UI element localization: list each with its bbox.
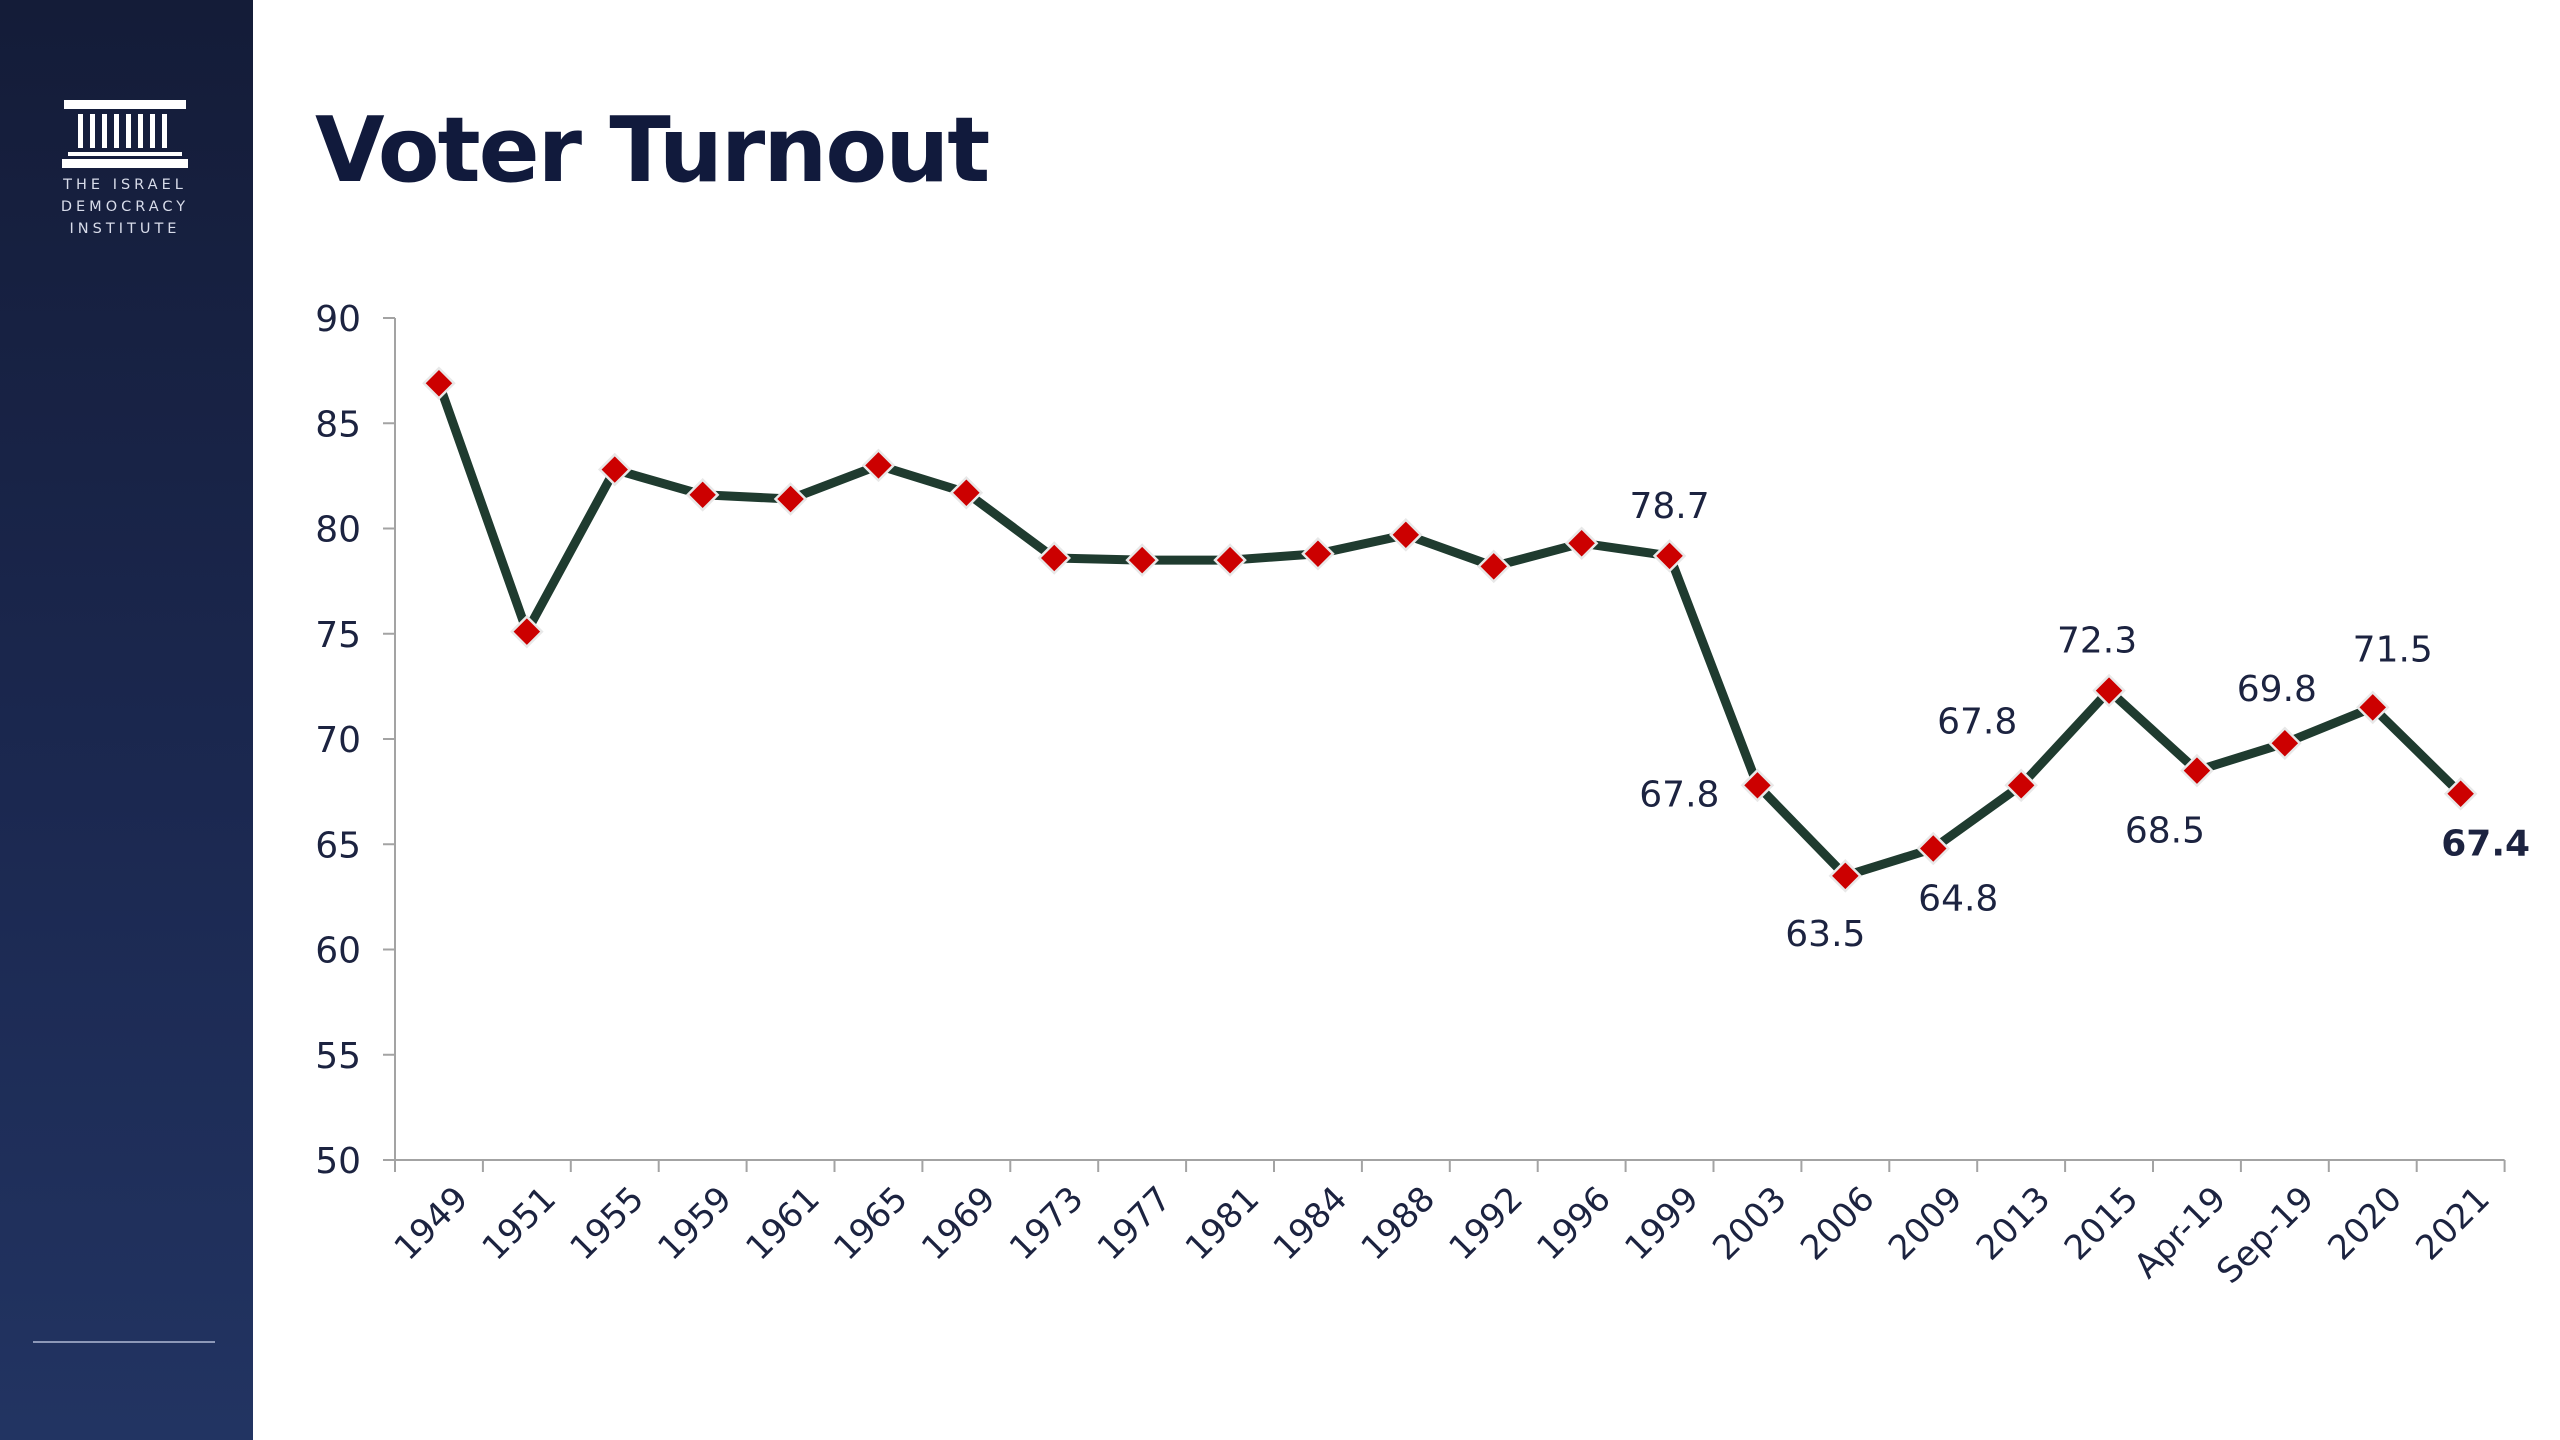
- data-label-1999: 78.7: [1629, 486, 1709, 527]
- chart-axes: [394, 318, 2505, 1161]
- turnout-line: [434, 378, 2466, 881]
- x-tick-label: 1999: [1617, 1179, 1706, 1268]
- x-axis-ticks: 1949195119551959196119651969197319771981…: [387, 1160, 2506, 1292]
- x-tick-label: 1961: [738, 1179, 827, 1268]
- institute-logo[interactable]: THE ISRAEL DEMOCRACY INSTITUTE: [55, 100, 195, 240]
- logo-line-2: DEMOCRACY: [60, 199, 190, 215]
- data-point-2013: [2004, 768, 2038, 803]
- y-tick-label: 90: [315, 299, 361, 340]
- data-point-1949: [422, 366, 456, 401]
- x-tick-label: 1981: [1178, 1179, 1267, 1268]
- logo-line-3: INSTITUTE: [69, 221, 181, 237]
- data-point-1965: [861, 448, 896, 483]
- x-tick-label: 2013: [1969, 1179, 2058, 1268]
- data-label-2006: 63.5: [1785, 914, 1865, 955]
- data-markers: [422, 366, 2478, 893]
- data-labels: 78.7 67.8 63.5 64.8 67.8 72.3 68.5 69.8 71.5 67.4: [1629, 486, 2530, 955]
- x-tick-label: 2009: [1881, 1179, 1970, 1268]
- x-tick-label: 1949: [387, 1179, 476, 1268]
- x-tick-label: 1977: [1090, 1179, 1179, 1268]
- data-point-1969: [949, 475, 984, 510]
- x-tick-label: 1973: [1002, 1179, 1091, 1268]
- data-point-2015: [2092, 673, 2126, 708]
- y-axis-ticks: 50 55 60 65 70 75 80 85 90: [315, 299, 395, 1182]
- x-tick-label: 1959: [650, 1179, 739, 1268]
- data-point-1959: [685, 478, 720, 512]
- y-tick-label: 70: [315, 720, 361, 761]
- data-point-1977: [1125, 543, 1159, 577]
- data-label-2021: 67.4: [2441, 824, 2530, 865]
- y-tick-label: 75: [315, 615, 361, 656]
- data-label-2020: 71.5: [2353, 629, 2433, 670]
- y-tick-label: 85: [315, 404, 361, 445]
- data-point-sep-19: [2268, 726, 2302, 760]
- y-tick-label: 50: [315, 1141, 361, 1182]
- data-point-1988: [1389, 518, 1423, 552]
- data-point-1973: [1037, 541, 1072, 575]
- data-label-2013: 67.8: [1937, 701, 2017, 742]
- data-label-2003: 67.8: [1639, 774, 1719, 815]
- data-label-sep-19: 69.8: [2237, 669, 2317, 710]
- sidebar-divider: [33, 1341, 215, 1343]
- x-tick-label: 2006: [1793, 1179, 1882, 1268]
- building-columns-icon: [62, 100, 188, 168]
- series-line: [434, 378, 2466, 881]
- page-title: Voter Turnout: [315, 98, 990, 203]
- logo-line-1: THE ISRAEL: [63, 177, 187, 193]
- y-tick-label: 65: [315, 825, 361, 866]
- data-point-1981: [1213, 543, 1247, 577]
- data-label-2015: 72.3: [2057, 621, 2137, 662]
- x-tick-label: 1996: [1529, 1179, 1618, 1268]
- y-tick-label: 80: [315, 510, 361, 551]
- x-tick-label: Sep-19: [2209, 1179, 2322, 1292]
- data-point-2021: [2443, 776, 2478, 811]
- data-point-2003: [1740, 768, 1775, 803]
- sidebar: THE ISRAEL DEMOCRACY INSTITUTE: [0, 0, 253, 1440]
- data-point-2006: [1828, 859, 1863, 893]
- x-tick-label: 1969: [914, 1179, 1003, 1268]
- data-label-2009: 64.8: [1918, 878, 1998, 919]
- logo-wordmark: THE ISRAEL DEMOCRACY INSTITUTE: [55, 174, 195, 240]
- x-tick-label: 2021: [2408, 1179, 2497, 1268]
- data-point-1992: [1476, 549, 1511, 584]
- data-point-1955: [597, 452, 632, 487]
- data-point-1999: [1652, 539, 1687, 573]
- x-tick-label: 2003: [1705, 1179, 1794, 1268]
- x-tick-label: 1988: [1354, 1179, 1443, 1268]
- data-point-1961: [773, 482, 808, 516]
- x-tick-label: 1984: [1266, 1179, 1355, 1268]
- data-point-1996: [1564, 526, 1599, 561]
- y-tick-label: 55: [315, 1036, 361, 1077]
- x-tick-label: 2020: [2320, 1179, 2409, 1268]
- x-tick-label: 1992: [1441, 1179, 1530, 1268]
- data-point-2020: [2355, 690, 2390, 725]
- data-label-apr-19: 68.5: [2125, 811, 2205, 852]
- data-point-1984: [1301, 536, 1335, 571]
- data-point-1951: [510, 614, 544, 649]
- data-point-apr-19: [2180, 753, 2214, 788]
- data-point-2009: [1916, 831, 1951, 866]
- x-tick-label: 1965: [826, 1179, 915, 1268]
- x-tick-label: 1951: [475, 1179, 564, 1268]
- y-tick-label: 60: [315, 931, 361, 972]
- x-tick-label: 1955: [562, 1179, 651, 1268]
